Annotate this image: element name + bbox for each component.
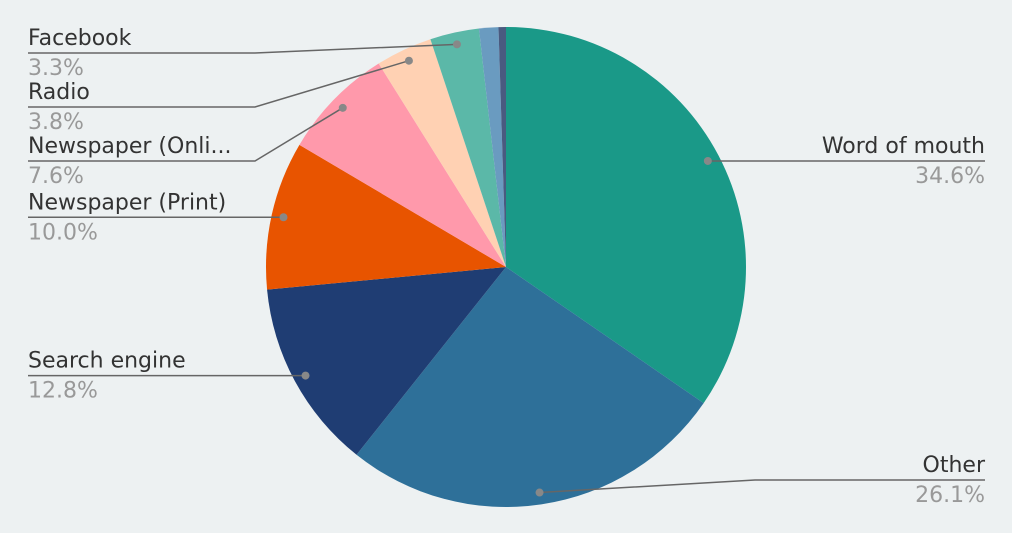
pie-slice xyxy=(430,28,506,268)
leader-dot xyxy=(338,103,347,112)
leader-dot xyxy=(703,156,712,165)
slice-value: 7.6% xyxy=(28,164,84,189)
leader-dot xyxy=(452,40,461,49)
pie-slice xyxy=(498,27,506,267)
pie-slice xyxy=(378,39,506,268)
leader-dot xyxy=(404,56,413,65)
slice-value: 10.0% xyxy=(28,220,98,245)
leader-dot xyxy=(301,371,310,380)
slice-label: Word of mouth xyxy=(822,134,985,159)
slice-label: Other xyxy=(923,453,986,478)
slice-value: 26.1% xyxy=(915,483,985,508)
leader-dot xyxy=(535,488,544,497)
slice-label: Newspaper (Print) xyxy=(28,190,226,215)
pie-slice xyxy=(356,267,704,508)
leader-line xyxy=(539,479,985,494)
leader-line xyxy=(28,59,410,108)
slice-label: Radio xyxy=(28,80,90,105)
pie-slice xyxy=(478,27,506,268)
leader-line xyxy=(28,43,457,54)
pie-slice xyxy=(266,144,506,290)
slice-value: 12.8% xyxy=(28,379,98,404)
pie-slice xyxy=(506,27,747,404)
slice-label: Newspaper (Onli... xyxy=(28,134,231,159)
leader-line xyxy=(28,107,344,162)
leader-dot xyxy=(279,213,288,222)
pie-slice xyxy=(299,63,506,267)
pie-slice xyxy=(267,267,506,455)
slice-value: 3.8% xyxy=(28,110,84,135)
slice-label: Search engine xyxy=(28,349,186,374)
slice-value: 3.3% xyxy=(28,56,84,81)
slice-label: Facebook xyxy=(28,26,132,51)
slice-value: 34.6% xyxy=(915,164,985,189)
